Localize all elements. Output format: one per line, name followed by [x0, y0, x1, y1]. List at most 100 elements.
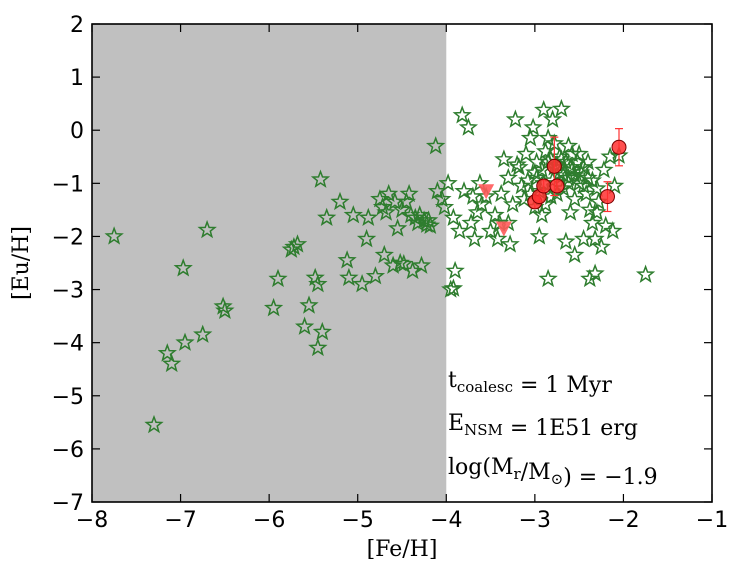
- model-star-point: [520, 128, 541, 147]
- model-star-point: [308, 337, 328, 357]
- model-star-point: [418, 210, 439, 229]
- model-star-point: [551, 98, 572, 118]
- model-star-point: [565, 189, 585, 208]
- model-star-point: [516, 143, 536, 163]
- observed-point: [549, 178, 565, 194]
- model-star-point: [365, 266, 386, 285]
- x-tick-label: −8: [76, 508, 108, 533]
- model-star-point: [420, 215, 441, 235]
- model-star-point: [294, 316, 315, 335]
- y-tick-label: 2: [70, 13, 84, 38]
- observed-point: [546, 158, 562, 174]
- model-star-point: [343, 205, 363, 224]
- model-star-point: [173, 258, 193, 277]
- chart-marks: [104, 98, 656, 434]
- x-tick-label: −5: [341, 508, 373, 533]
- model-star-point: [587, 202, 607, 221]
- model-star-point: [458, 117, 479, 136]
- model-star-point: [438, 173, 458, 192]
- model-star-point: [339, 267, 359, 287]
- x-tick-label: −1: [696, 508, 728, 533]
- observed-point: [611, 139, 627, 155]
- y-axis-label: [Eu/H]: [9, 226, 34, 300]
- model-star-point: [449, 220, 470, 240]
- y-tick-label: 1: [70, 66, 84, 91]
- model-star-point: [578, 151, 598, 171]
- model-star-point: [585, 263, 605, 282]
- observed-point: [599, 189, 615, 205]
- model-star-point: [193, 324, 213, 343]
- y-tick-label: −1: [52, 172, 84, 197]
- model-star-point: [308, 274, 328, 293]
- model-star-point: [560, 202, 580, 221]
- model-star-point: [263, 297, 284, 317]
- x-axis-label: [Fe/H]: [367, 537, 438, 562]
- model-star-point: [317, 207, 337, 227]
- model-star-point: [582, 213, 603, 232]
- model-star-point: [494, 149, 514, 168]
- y-tick-label: −4: [52, 332, 84, 357]
- model-star-point: [591, 237, 611, 256]
- x-tick-label: −2: [607, 508, 639, 533]
- model-star-point: [356, 228, 377, 248]
- model-star-point: [487, 228, 508, 248]
- model-star-point: [509, 157, 529, 176]
- model-star-point: [467, 202, 487, 221]
- model-star-point: [603, 220, 623, 240]
- model-star-point: [538, 268, 558, 288]
- model-star-point: [464, 228, 485, 248]
- model-star-point: [532, 205, 552, 224]
- model-star-point: [268, 268, 288, 288]
- model-star-point: [213, 296, 233, 315]
- y-tick-label: −3: [52, 279, 84, 304]
- model-star-point: [197, 219, 217, 239]
- model-star-point: [526, 151, 547, 171]
- y-tick-label: −5: [52, 385, 84, 410]
- model-star-point: [491, 183, 511, 203]
- y-tick-label: −2: [52, 225, 84, 250]
- model-star-point: [569, 143, 589, 163]
- model-star-point: [330, 191, 350, 211]
- model-star-point: [374, 244, 394, 264]
- model-star-point: [379, 183, 399, 203]
- model-star-point: [310, 169, 331, 188]
- model-star-point: [523, 117, 543, 136]
- model-star-point: [162, 353, 182, 373]
- x-tick-label: −3: [519, 508, 551, 533]
- model-star-point: [287, 234, 308, 253]
- model-star-point: [525, 162, 545, 181]
- model-star-point: [432, 189, 452, 208]
- model-star-point: [604, 175, 625, 195]
- x-tick-label: −7: [164, 508, 196, 533]
- model-star-point: [635, 264, 656, 283]
- y-tick-label: −7: [52, 491, 84, 516]
- annotation-2: ENSM = 1E51 erg: [448, 411, 638, 441]
- model-star-point: [215, 300, 235, 320]
- model-star-point: [542, 109, 563, 128]
- model-star-point: [476, 186, 496, 205]
- annotation-1: tcoalesc = 1 Myr: [448, 368, 612, 398]
- model-star-point: [175, 332, 195, 351]
- model-star-point: [600, 146, 620, 165]
- model-star-point: [352, 274, 372, 293]
- model-star-point: [434, 197, 455, 216]
- upper-limit-triangle: [478, 184, 495, 200]
- model-star-point: [376, 202, 396, 221]
- model-star-point: [387, 218, 408, 237]
- model-star-point: [558, 136, 579, 155]
- model-star-point: [299, 295, 319, 314]
- model-star-point: [411, 255, 432, 274]
- model-star-point: [443, 278, 464, 297]
- model-star-point: [461, 213, 481, 232]
- model-star-point: [518, 170, 538, 189]
- model-star-point: [425, 136, 446, 155]
- model-star-point: [157, 343, 177, 362]
- x-tick-label: −6: [253, 508, 285, 533]
- model-star-point: [392, 199, 412, 219]
- y-tick-label: 0: [70, 119, 84, 144]
- model-star-point: [312, 321, 332, 341]
- annotation-3: log(Mr/M⊙) = −1.9: [448, 455, 658, 490]
- model-star-point: [472, 194, 492, 213]
